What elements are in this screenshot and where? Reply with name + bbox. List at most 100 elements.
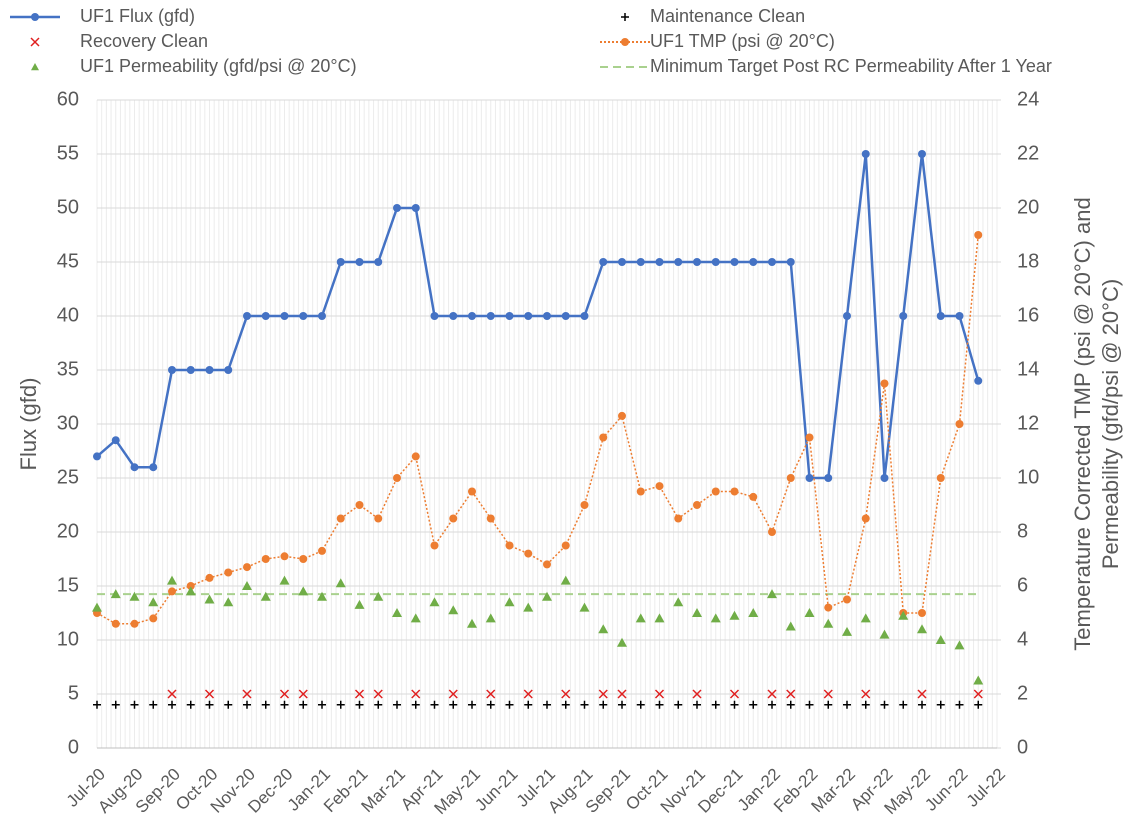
- data-point: [129, 591, 140, 601]
- legend-marker: [621, 13, 629, 21]
- data-point: [485, 613, 496, 623]
- data-point: [504, 597, 515, 607]
- data-point: [280, 552, 289, 561]
- data-point: [898, 610, 909, 620]
- data-point: [524, 312, 533, 320]
- data-point: [505, 700, 514, 709]
- data-point: [805, 474, 814, 482]
- data-point: [973, 689, 983, 699]
- data-point: [655, 700, 664, 709]
- data-point: [111, 700, 120, 709]
- y-tick-label: 10: [57, 628, 79, 650]
- y-tick-label: 20: [57, 520, 79, 542]
- data-point: [261, 700, 270, 709]
- data-point: [843, 595, 851, 604]
- data-point: [299, 312, 308, 320]
- data-point: [336, 258, 345, 266]
- data-point: [543, 312, 551, 320]
- data-point: [974, 700, 983, 709]
- data-point: [692, 689, 702, 699]
- data-point: [92, 602, 102, 612]
- data-point: [373, 689, 383, 699]
- data-point: [168, 700, 176, 709]
- y2-tick-label: 4: [1017, 628, 1028, 650]
- data-point: [280, 312, 289, 320]
- data-point: [486, 312, 495, 320]
- data-point: [861, 150, 870, 158]
- data-point: [186, 366, 195, 374]
- data-point: [449, 312, 458, 320]
- y-tick-label: 15: [57, 574, 79, 596]
- data-point: [824, 603, 833, 612]
- data-point: [392, 608, 402, 617]
- y2-tick-label: 2: [1017, 682, 1028, 704]
- data-point: [449, 700, 458, 709]
- data-point: [880, 379, 889, 388]
- data-point: [242, 689, 252, 699]
- data-point: [880, 474, 889, 482]
- data-point: [767, 689, 777, 699]
- data-point: [936, 474, 945, 482]
- data-point: [692, 608, 702, 617]
- data-point: [524, 549, 533, 558]
- data-point: [710, 613, 721, 623]
- data-point: [243, 700, 251, 709]
- data-point: [430, 700, 439, 709]
- data-point: [954, 640, 965, 650]
- data-point: [429, 597, 440, 607]
- y2-tick-label: 10: [1017, 466, 1039, 488]
- data-point: [505, 541, 514, 550]
- data-point: [93, 452, 101, 461]
- legend-marker: [621, 38, 629, 46]
- data-point: [355, 700, 364, 709]
- data-point: [561, 689, 571, 699]
- data-point: [598, 624, 609, 634]
- data-point: [261, 555, 270, 563]
- data-point: [674, 514, 683, 523]
- data-point: [693, 700, 701, 709]
- y-tick-label: 25: [57, 466, 79, 488]
- data-point: [448, 689, 458, 699]
- data-point: [673, 597, 684, 607]
- data-point: [973, 675, 984, 685]
- data-point: [167, 689, 177, 699]
- data-point: [393, 204, 401, 212]
- data-point: [148, 597, 159, 607]
- data-point: [729, 610, 740, 620]
- data-point: [842, 626, 852, 636]
- data-point: [355, 258, 364, 266]
- data-point: [336, 700, 345, 709]
- data-point: [410, 613, 421, 623]
- data-point: [823, 618, 834, 628]
- data-point: [917, 624, 927, 634]
- legend-label: UF1 Permeability (gfd/psi @ 20°C): [80, 56, 357, 76]
- data-point: [524, 700, 533, 709]
- y2-tick-label: 0: [1017, 736, 1028, 758]
- data-point: [468, 312, 476, 320]
- data-point: [279, 575, 290, 585]
- data-point: [130, 619, 139, 628]
- data-point: [561, 541, 570, 550]
- data-point: [917, 689, 927, 699]
- y2-tick-label: 8: [1017, 520, 1028, 542]
- data-point: [168, 587, 176, 596]
- data-point: [93, 700, 101, 709]
- data-point: [523, 602, 534, 612]
- legend-marker: [30, 37, 40, 47]
- data-point: [411, 204, 420, 212]
- data-point: [918, 609, 926, 617]
- data-point: [768, 528, 776, 536]
- data-point: [393, 474, 401, 482]
- data-point: [149, 463, 158, 472]
- data-point: [861, 689, 871, 699]
- data-point: [168, 366, 176, 374]
- data-point: [655, 482, 664, 491]
- data-point: [430, 312, 439, 320]
- data-point: [785, 621, 796, 631]
- data-point: [674, 258, 683, 266]
- data-point: [223, 597, 234, 607]
- data-point: [955, 312, 964, 320]
- data-point: [355, 501, 364, 509]
- data-point: [505, 312, 514, 320]
- data-point: [411, 700, 420, 709]
